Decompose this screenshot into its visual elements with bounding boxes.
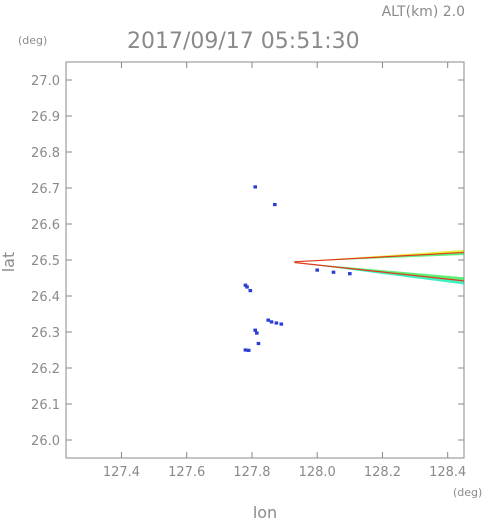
x-ticks: 127.4 127.6 127.8 128.0 128.2 128.4 <box>103 62 466 480</box>
echo-point <box>245 285 249 289</box>
x-tick-label: 127.8 <box>233 465 270 480</box>
echo-point <box>279 322 284 326</box>
echo-points <box>243 185 352 352</box>
y-tick-label: 26.9 <box>31 110 60 125</box>
y-tick-label: 26.3 <box>31 326 60 341</box>
echo-point <box>246 348 251 352</box>
beam-bands <box>294 249 465 285</box>
y-tick-label: 26.6 <box>31 218 60 233</box>
x-tick-label: 127.4 <box>103 465 140 480</box>
echo-point <box>331 270 336 274</box>
altitude-label: ALT(km) 2.0 <box>382 4 465 20</box>
beam-band-upper-outer <box>294 249 464 262</box>
y-tick-label: 26.4 <box>31 290 60 305</box>
y-tick-label: 26.8 <box>31 146 60 161</box>
echo-point <box>256 341 261 346</box>
x-tick-label: 127.6 <box>168 465 205 480</box>
echo-point <box>243 348 248 352</box>
x-tick-label: 128.0 <box>299 465 336 480</box>
x-axis-label: lon <box>253 503 277 521</box>
x-tick-label: 128.4 <box>429 465 466 480</box>
y-tick-label: 27.0 <box>31 74 60 89</box>
y-tick-label: 26.2 <box>31 362 60 377</box>
echo-point <box>274 321 279 325</box>
y-tick-label: 26.0 <box>31 434 60 449</box>
echo-point <box>348 272 352 276</box>
x-unit-label: (deg) <box>453 486 482 499</box>
y-tick-label: 26.5 <box>31 254 60 269</box>
plot-frame-rect <box>65 61 465 459</box>
beam-band-lower-inner <box>294 262 464 285</box>
echo-point <box>266 318 271 322</box>
y-tick-label: 26.1 <box>31 398 60 413</box>
y-unit-label: (deg) <box>18 34 47 47</box>
timestamp-title: 2017/09/17 05:51:30 <box>127 29 360 54</box>
echo-point <box>253 328 258 332</box>
y-tick-label: 26.7 <box>31 182 60 197</box>
y-ticks: 26.0 26.1 26.2 26.3 26.4 26.5 26.6 26.7 26.8 26.9… <box>31 74 464 449</box>
y-axis-label: lat <box>0 252 18 273</box>
echo-point <box>248 289 253 293</box>
echo-point <box>269 320 274 324</box>
x-tick-label: 128.2 <box>364 465 401 480</box>
beam-band-upper-edge <box>294 251 465 263</box>
echo-point <box>272 202 277 207</box>
echo-point <box>253 185 258 189</box>
plot-frame <box>65 61 465 459</box>
beam-band-lower-edge <box>294 261 465 282</box>
echo-point <box>255 331 259 335</box>
echo-point <box>315 268 319 272</box>
echo-point <box>243 283 248 287</box>
